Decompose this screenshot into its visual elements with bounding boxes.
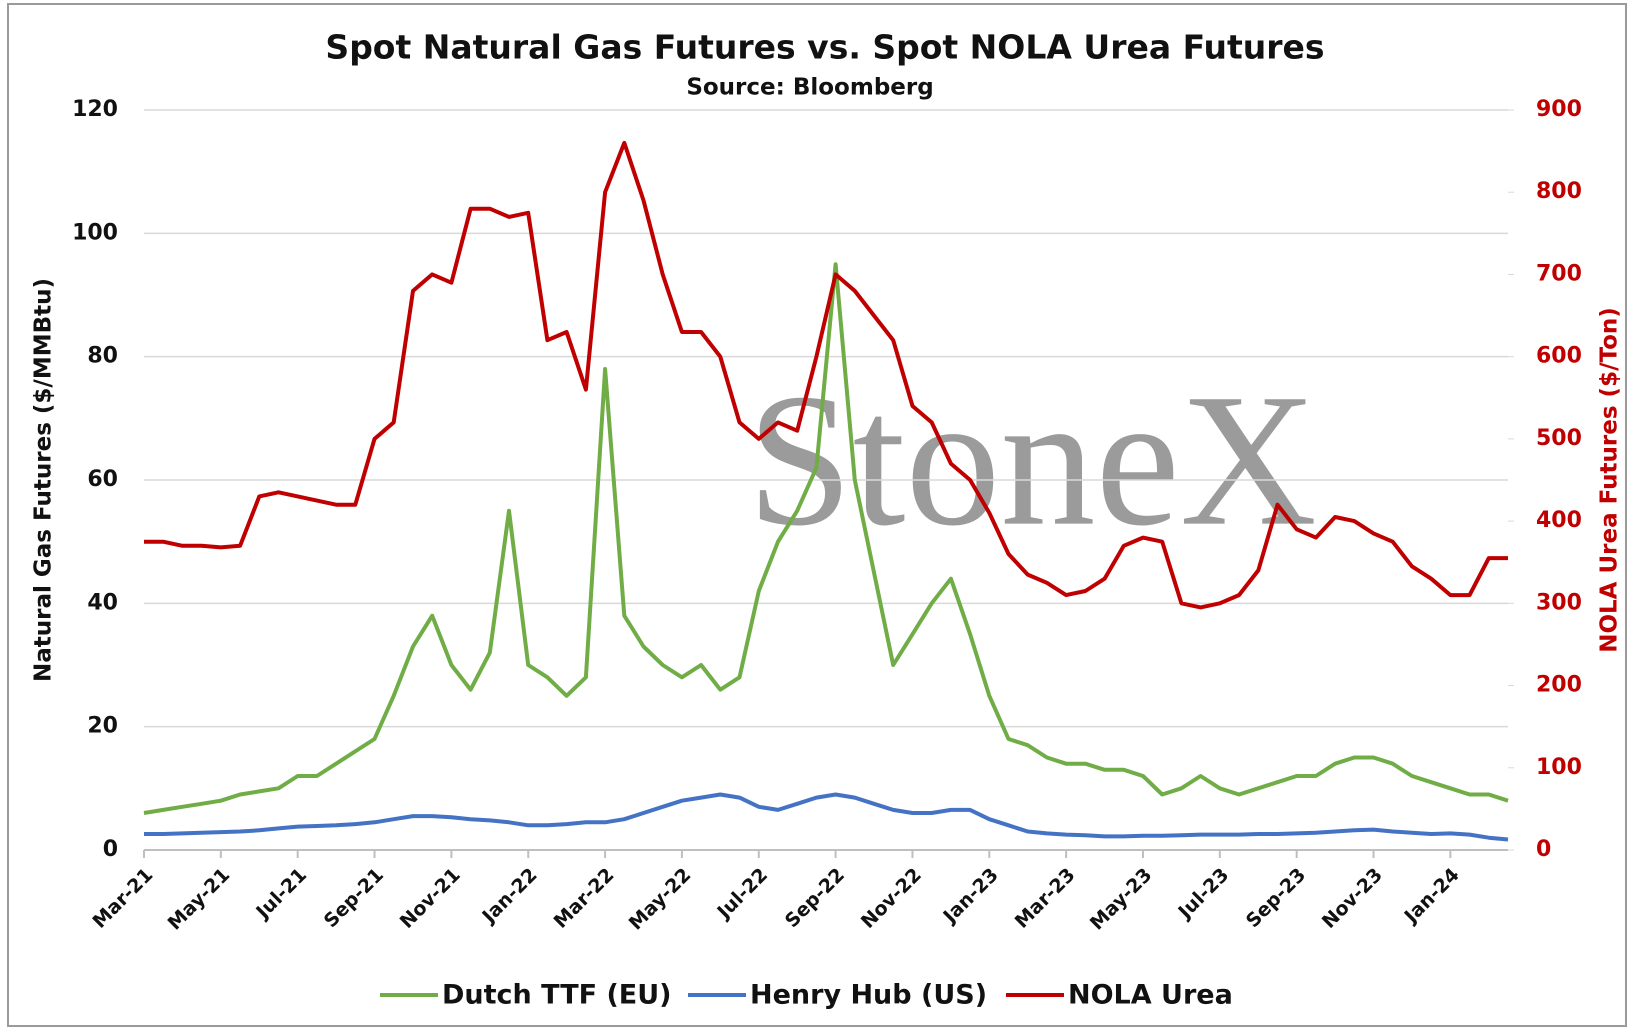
- y2-tick-label: 0: [1536, 837, 1551, 862]
- chart-title: Spot Natural Gas Futures vs. Spot NOLA U…: [325, 28, 1324, 67]
- legend-label: NOLA Urea: [1068, 980, 1233, 1011]
- series-line: [144, 140, 1508, 610]
- y2-tick-label: 700: [1536, 261, 1582, 286]
- watermark: StoneX: [747, 356, 1317, 566]
- chart-frame: [7, 3, 1627, 1027]
- y-tick-label: 0: [103, 837, 118, 862]
- y2-tick-label: 500: [1536, 426, 1582, 451]
- y-tick-label: 60: [87, 467, 118, 492]
- chart-subtitle: Source: Bloomberg: [686, 75, 933, 101]
- legend-label: Henry Hub (US): [750, 980, 987, 1011]
- series-line: [144, 792, 1509, 842]
- y-tick-label: 80: [87, 344, 118, 369]
- legend-label: Dutch TTF (EU): [442, 980, 672, 1011]
- y2-tick-label: 400: [1536, 508, 1582, 533]
- series-line: [143, 262, 1509, 815]
- y-tick-label: 20: [87, 714, 118, 739]
- y2-tick-label: 800: [1536, 179, 1582, 204]
- y2-axis-label: NOLA Urea Futures ($/Ton): [1597, 307, 1623, 653]
- y2-tick-label: 100: [1536, 755, 1582, 780]
- y-tick-label: 120: [72, 97, 118, 122]
- y2-tick-label: 200: [1536, 673, 1582, 698]
- y-tick-label: 100: [72, 220, 118, 245]
- y-axis-label: Natural Gas Futures ($/MMBtu): [31, 278, 57, 682]
- y2-tick-label: 900: [1536, 97, 1582, 122]
- y-tick-label: 40: [87, 590, 118, 615]
- y2-tick-label: 600: [1536, 344, 1582, 369]
- y2-tick-label: 300: [1536, 590, 1582, 615]
